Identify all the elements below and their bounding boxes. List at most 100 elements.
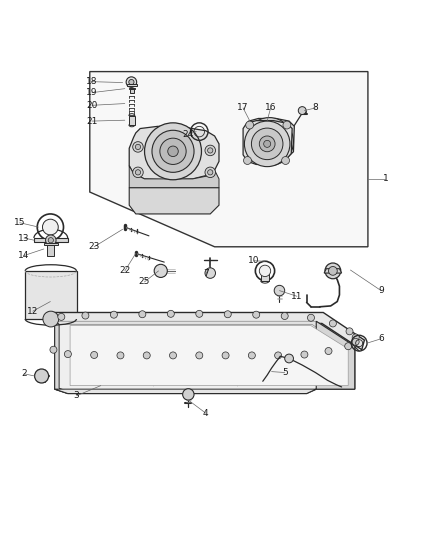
Circle shape: [248, 352, 255, 359]
Polygon shape: [130, 89, 134, 93]
Circle shape: [64, 351, 71, 358]
Text: 20: 20: [86, 101, 98, 110]
Circle shape: [143, 352, 150, 359]
Text: 17: 17: [237, 103, 249, 112]
Circle shape: [139, 311, 146, 318]
Text: 13: 13: [18, 233, 30, 243]
Circle shape: [126, 77, 137, 87]
Circle shape: [325, 348, 332, 354]
Circle shape: [135, 169, 141, 175]
Circle shape: [50, 346, 57, 353]
Text: 9: 9: [378, 286, 384, 295]
Circle shape: [282, 157, 290, 165]
Circle shape: [154, 264, 167, 278]
Text: 7: 7: [203, 270, 209, 278]
Circle shape: [43, 311, 59, 327]
Polygon shape: [47, 312, 364, 350]
Polygon shape: [129, 116, 135, 125]
Text: 2: 2: [21, 369, 27, 378]
Text: 8: 8: [312, 103, 318, 112]
Circle shape: [135, 144, 141, 150]
Circle shape: [129, 79, 134, 85]
Text: 22: 22: [119, 266, 131, 276]
Polygon shape: [47, 245, 54, 255]
Circle shape: [281, 312, 288, 319]
Circle shape: [42, 219, 58, 235]
Circle shape: [196, 310, 203, 317]
Circle shape: [275, 352, 282, 359]
Circle shape: [329, 320, 336, 327]
Polygon shape: [34, 238, 68, 243]
Polygon shape: [316, 321, 355, 389]
Circle shape: [251, 128, 283, 159]
Circle shape: [259, 265, 271, 277]
Circle shape: [260, 132, 279, 151]
Circle shape: [205, 145, 215, 156]
Circle shape: [208, 148, 213, 153]
Circle shape: [345, 343, 352, 350]
Circle shape: [196, 352, 203, 359]
Polygon shape: [129, 166, 219, 188]
Text: 25: 25: [139, 277, 150, 286]
Circle shape: [222, 352, 229, 359]
Polygon shape: [243, 120, 292, 165]
Circle shape: [145, 123, 201, 180]
Polygon shape: [44, 243, 58, 245]
Polygon shape: [324, 269, 342, 273]
Circle shape: [205, 167, 215, 177]
Circle shape: [48, 238, 53, 243]
Text: 23: 23: [88, 243, 100, 251]
Text: 14: 14: [18, 251, 30, 260]
Text: 11: 11: [291, 292, 303, 301]
Circle shape: [253, 311, 260, 318]
Circle shape: [301, 351, 308, 358]
Text: 4: 4: [203, 409, 208, 418]
Polygon shape: [129, 188, 219, 214]
Text: 6: 6: [378, 334, 384, 343]
Circle shape: [110, 311, 117, 318]
Text: 5: 5: [282, 368, 288, 377]
Circle shape: [167, 310, 174, 317]
Polygon shape: [55, 389, 316, 393]
Circle shape: [35, 369, 49, 383]
Circle shape: [245, 118, 293, 166]
Text: 10: 10: [248, 256, 260, 265]
Circle shape: [259, 136, 275, 152]
Circle shape: [46, 235, 56, 246]
Polygon shape: [127, 84, 137, 86]
Circle shape: [265, 138, 274, 146]
Polygon shape: [245, 118, 294, 162]
Text: 3: 3: [74, 391, 80, 400]
Circle shape: [328, 266, 337, 275]
Text: 15: 15: [14, 218, 25, 227]
Circle shape: [91, 351, 98, 359]
Circle shape: [307, 314, 314, 321]
Circle shape: [205, 268, 215, 278]
Circle shape: [133, 167, 143, 177]
Circle shape: [325, 263, 341, 279]
Circle shape: [274, 285, 285, 296]
Polygon shape: [25, 271, 77, 319]
Circle shape: [346, 328, 353, 335]
Polygon shape: [129, 126, 219, 180]
Circle shape: [244, 121, 290, 167]
Circle shape: [168, 146, 178, 157]
Text: 19: 19: [86, 88, 98, 97]
Polygon shape: [261, 271, 269, 280]
Text: 1: 1: [382, 174, 389, 183]
Circle shape: [133, 142, 143, 152]
Circle shape: [58, 313, 65, 320]
Circle shape: [82, 312, 89, 319]
Circle shape: [183, 389, 194, 400]
Circle shape: [283, 121, 291, 129]
Circle shape: [152, 130, 194, 172]
Circle shape: [208, 169, 213, 175]
Circle shape: [160, 138, 186, 165]
Circle shape: [252, 124, 287, 159]
Polygon shape: [55, 321, 68, 393]
Circle shape: [224, 311, 231, 318]
Circle shape: [298, 107, 306, 115]
Polygon shape: [55, 321, 355, 350]
Circle shape: [264, 140, 271, 147]
Circle shape: [244, 157, 251, 165]
